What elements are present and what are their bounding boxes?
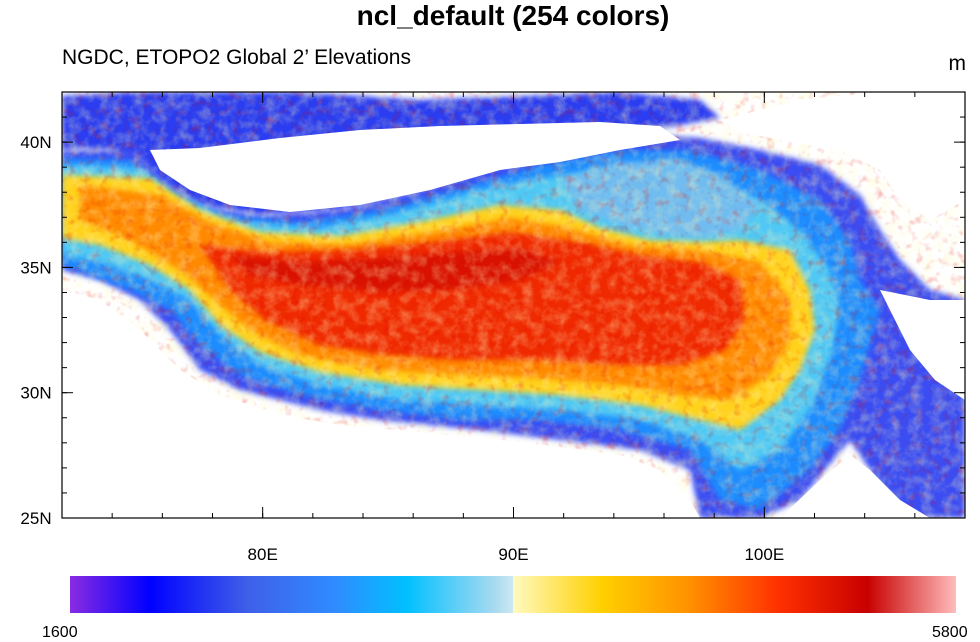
northeast-lowland [720,92,965,220]
lon-tick-label: 100E [744,545,784,564]
indian-plain-lowland [62,290,700,518]
elevation-field [62,92,965,518]
map-ticks: 80E 90E 100E 25N 30N 35N 40N [20,91,966,564]
tarim-basin-lowland [150,122,680,212]
map-subtitle: NGDC, ETOPO2 Global 2’ Elevations [62,46,411,69]
units-label: m [948,52,967,75]
lat-tick-label: 40N [20,133,51,152]
lat-tick-label: 30N [20,384,51,403]
colorbar-min-label: 1600 [42,624,78,641]
southeast-lowland [780,455,930,518]
lon-tick-label: 80E [248,545,278,564]
sichuan-lowland [880,290,965,400]
colorbar [70,576,956,613]
colorbar-max-label: 5800 [932,624,968,641]
lat-tick-label: 25N [20,509,51,528]
lon-tick-label: 90E [498,545,528,564]
lat-tick-label: 35N [20,258,51,277]
map-title: ncl_default (254 colors) [356,0,670,31]
